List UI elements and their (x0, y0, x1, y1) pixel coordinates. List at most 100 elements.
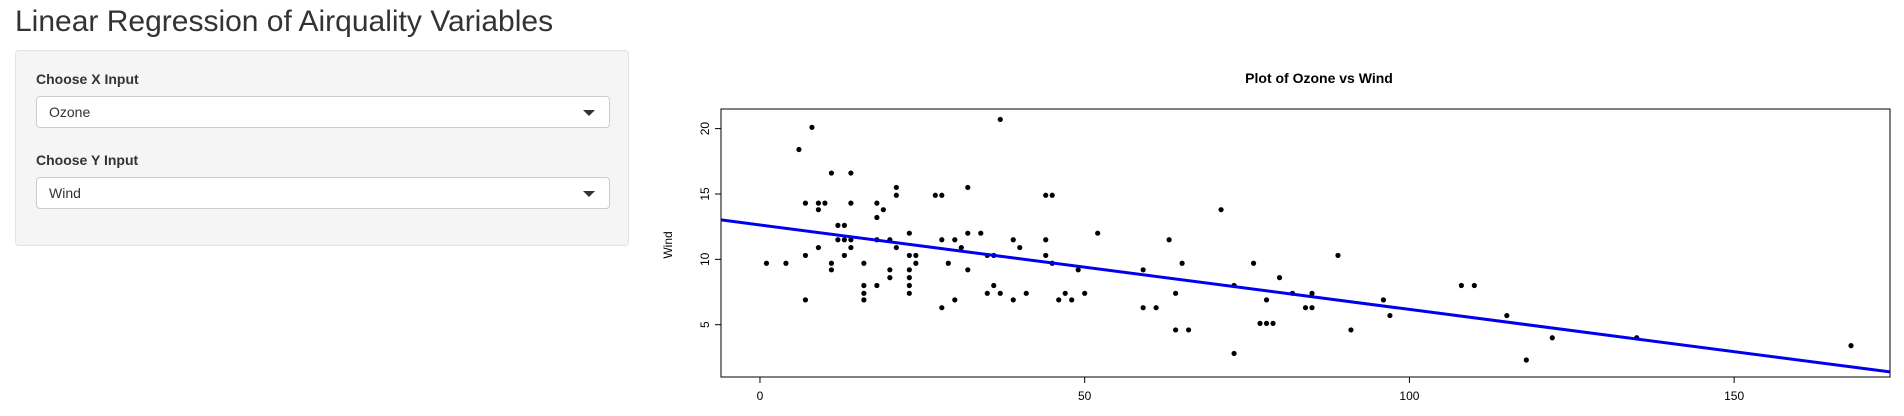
data-point (1380, 297, 1387, 303)
data-point (945, 260, 951, 266)
data-point (939, 305, 945, 311)
data-point (1179, 260, 1185, 266)
data-point (906, 290, 912, 296)
data-point (1458, 282, 1464, 289)
data-point (906, 252, 912, 259)
data-point (763, 260, 770, 266)
data-point (828, 170, 835, 176)
data-point (861, 260, 867, 266)
data-point (906, 230, 912, 236)
data-point (874, 214, 880, 221)
data-point (887, 275, 893, 281)
data-point (874, 282, 880, 289)
data-point (1075, 267, 1081, 273)
page-title: Linear Regression of Airquality Variable… (15, 5, 554, 38)
data-point (1309, 290, 1315, 296)
data-point (874, 200, 880, 206)
data-point (841, 252, 847, 259)
data-point (1049, 192, 1055, 198)
data-point (796, 146, 802, 153)
data-point (1082, 290, 1088, 296)
data-point (952, 297, 958, 303)
data-point (848, 170, 854, 176)
y-tick-label: 15 (698, 187, 712, 201)
x-input-label: Choose X Input (36, 71, 139, 87)
data-point (1017, 244, 1023, 251)
y-input-select[interactable]: Wind (36, 177, 610, 209)
y-input-value: Wind (49, 185, 81, 201)
plot-frame (720, 108, 1891, 378)
data-point (1309, 305, 1315, 311)
data-point (939, 192, 945, 198)
data-point (828, 260, 835, 266)
data-point (906, 275, 912, 281)
data-point (1043, 192, 1049, 198)
input-panel: Choose X Input Ozone Choose Y Input Wind (15, 50, 629, 246)
data-point (802, 252, 809, 259)
data-point (802, 297, 809, 303)
data-point (861, 297, 867, 303)
data-point (1056, 297, 1062, 303)
x-tick-label: 100 (1399, 389, 1419, 403)
y-tick-label: 10 (698, 252, 712, 266)
data-point (841, 222, 847, 228)
data-point (1302, 305, 1309, 311)
data-point (828, 267, 835, 273)
chart-title: Plot of Ozone vs Wind (1245, 70, 1393, 86)
data-point (1173, 327, 1179, 333)
x-input-value: Ozone (49, 104, 91, 120)
x-tick-label: 0 (757, 389, 764, 403)
data-point (997, 290, 1003, 296)
data-point (1387, 312, 1393, 319)
data-point (913, 252, 919, 259)
data-point (952, 237, 958, 243)
data-point (1335, 252, 1341, 259)
data-point (815, 207, 822, 213)
y-axis-label: Wind (661, 231, 675, 258)
data-point (893, 244, 899, 251)
data-point (848, 200, 854, 206)
data-point (1504, 312, 1510, 319)
data-point (958, 244, 964, 251)
x-input-select[interactable]: Ozone (36, 96, 610, 128)
data-point (1276, 275, 1283, 281)
data-point (783, 260, 789, 266)
data-point (835, 237, 841, 243)
data-point (1043, 252, 1049, 259)
data-point (1043, 237, 1049, 243)
data-point (1023, 290, 1029, 296)
y-tick-label: 5 (698, 321, 712, 328)
data-point (932, 192, 938, 198)
data-point (1471, 282, 1477, 289)
data-point (893, 192, 899, 198)
data-point (1153, 305, 1159, 311)
data-point (802, 200, 809, 206)
data-point (848, 244, 854, 251)
data-point (1140, 267, 1146, 273)
data-point (1270, 320, 1276, 326)
data-point (1263, 297, 1270, 303)
data-point (965, 184, 971, 191)
data-point (1348, 327, 1354, 333)
data-point (815, 244, 822, 251)
data-point (906, 282, 912, 289)
data-point (1263, 320, 1270, 326)
data-point (939, 237, 945, 243)
data-point (893, 184, 899, 191)
regression-line (721, 218, 1890, 374)
data-point (861, 282, 867, 289)
data-point (1549, 335, 1555, 341)
data-point (1010, 297, 1016, 303)
data-point (809, 124, 815, 130)
caret-down-icon (583, 191, 595, 197)
data-point (991, 282, 997, 289)
data-point (1173, 290, 1179, 296)
y-tick-label: 20 (698, 122, 712, 136)
data-point (965, 267, 971, 273)
x-tick-label: 150 (1724, 389, 1744, 403)
data-point (1250, 260, 1257, 266)
x-tick-label: 50 (1078, 389, 1092, 403)
y-input-label: Choose Y Input (36, 152, 139, 168)
data-point (1140, 305, 1146, 311)
data-point (880, 207, 886, 213)
